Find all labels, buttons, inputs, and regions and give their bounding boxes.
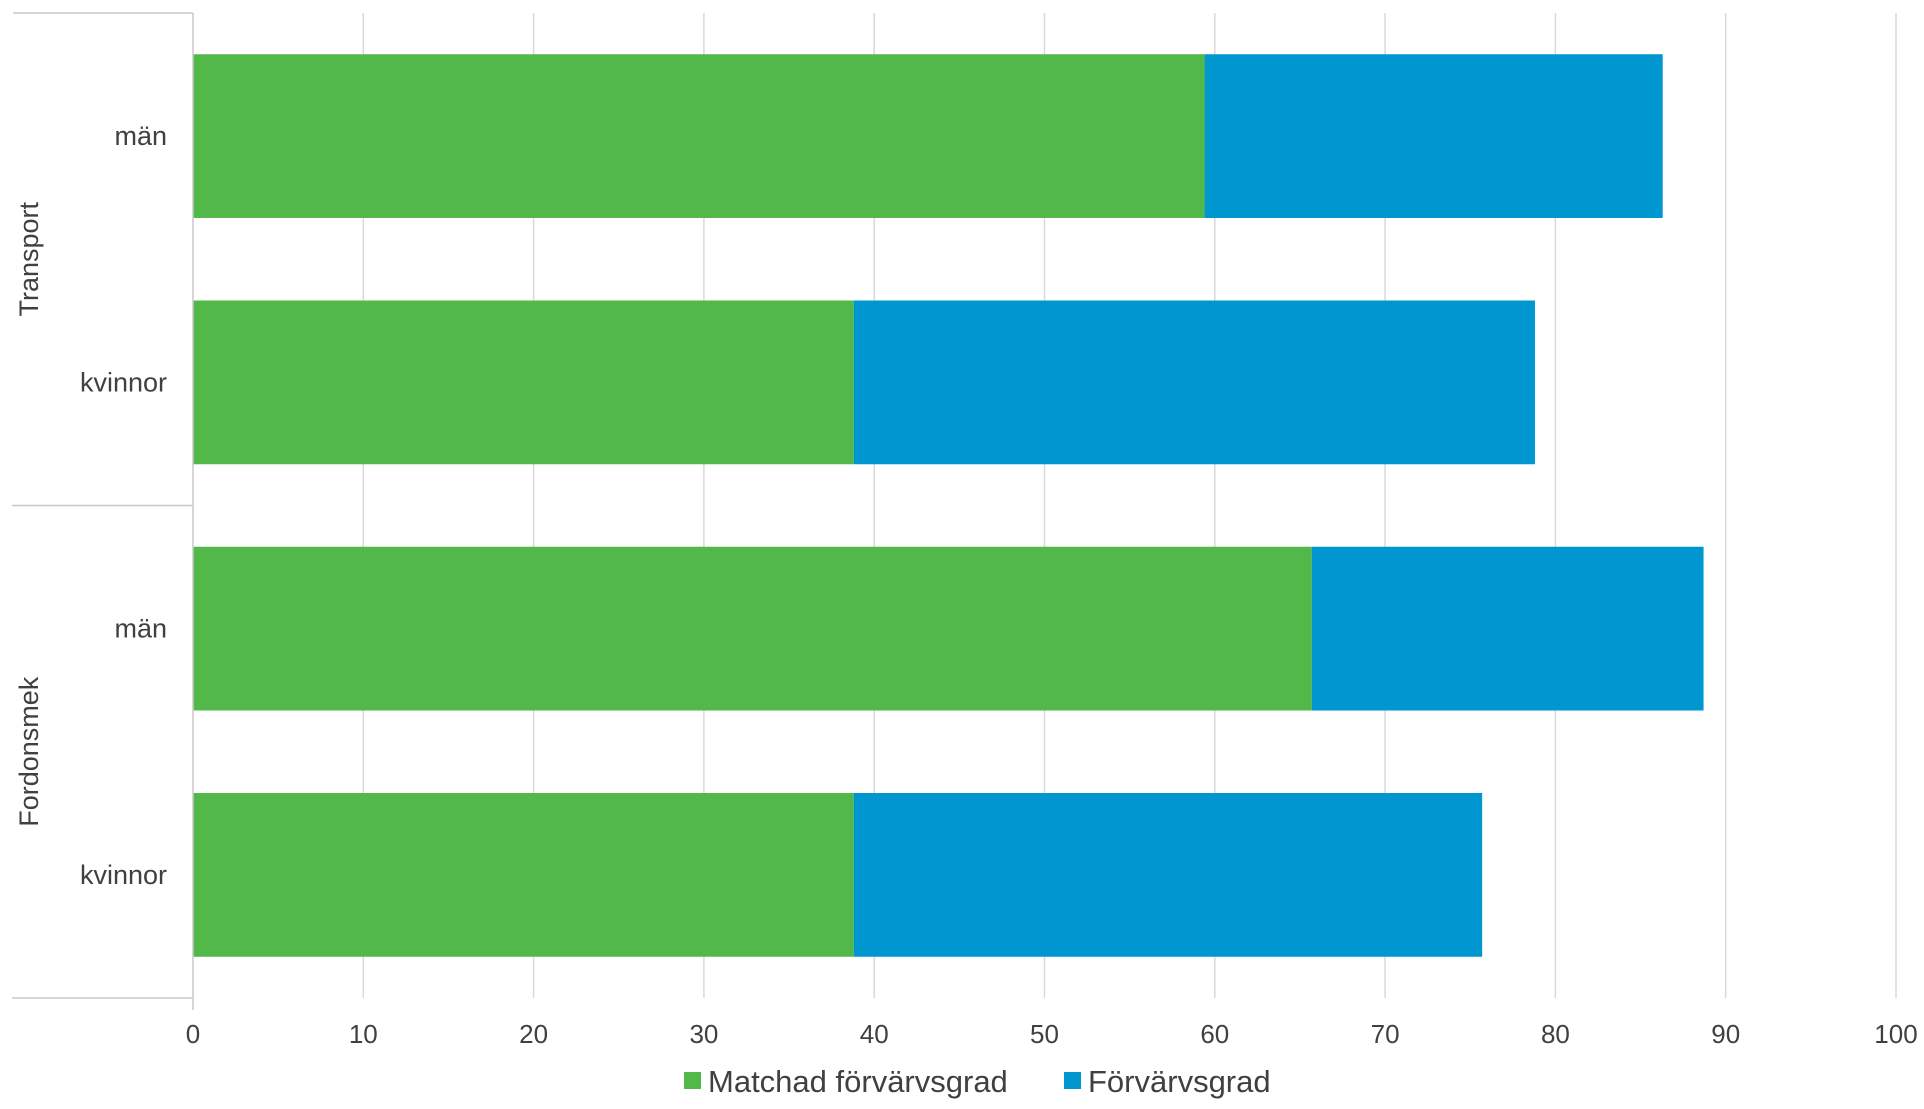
legend: Matchad förvärvsgrad Förvärvsgrad [684, 1064, 1271, 1099]
category-label: män [114, 121, 167, 151]
axes [12, 12, 194, 1010]
x-tick-label: 90 [1711, 1019, 1740, 1049]
category-label: män [114, 614, 167, 644]
legend-swatch [1064, 1072, 1081, 1089]
bar [193, 54, 1205, 219]
bar [193, 792, 854, 957]
x-tick-label: 40 [860, 1019, 889, 1049]
legend-swatch [684, 1072, 701, 1089]
x-tick-label: 60 [1200, 1019, 1229, 1049]
x-tick-label: 100 [1874, 1019, 1917, 1049]
bar [1204, 54, 1663, 219]
bar [1311, 546, 1704, 711]
legend-label: Förvärvsgrad [1088, 1064, 1271, 1099]
group-label: Fordonsmek [14, 676, 44, 827]
x-tick-label: 0 [186, 1019, 200, 1049]
x-tick-labels: 0 10 20 30 40 50 60 70 80 90 100 [186, 1019, 1918, 1049]
bar [853, 792, 1483, 957]
x-tick-label: 50 [1030, 1019, 1059, 1049]
bar [193, 546, 1312, 711]
category-labels: män kvinnor män kvinnor Transport Fordonsmek [14, 121, 167, 890]
bar [193, 300, 854, 465]
x-tick-label: 10 [349, 1019, 378, 1049]
bars [193, 54, 1704, 957]
x-tick-label: 70 [1371, 1019, 1400, 1049]
group-label: Transport [14, 201, 44, 316]
category-label: kvinnor [80, 860, 167, 890]
legend-label: Matchad förvärvsgrad [708, 1064, 1008, 1099]
x-tick-label: 20 [519, 1019, 548, 1049]
bar [853, 300, 1535, 465]
x-tick-label: 30 [689, 1019, 718, 1049]
category-label: kvinnor [80, 367, 167, 397]
x-tick-label: 80 [1541, 1019, 1570, 1049]
